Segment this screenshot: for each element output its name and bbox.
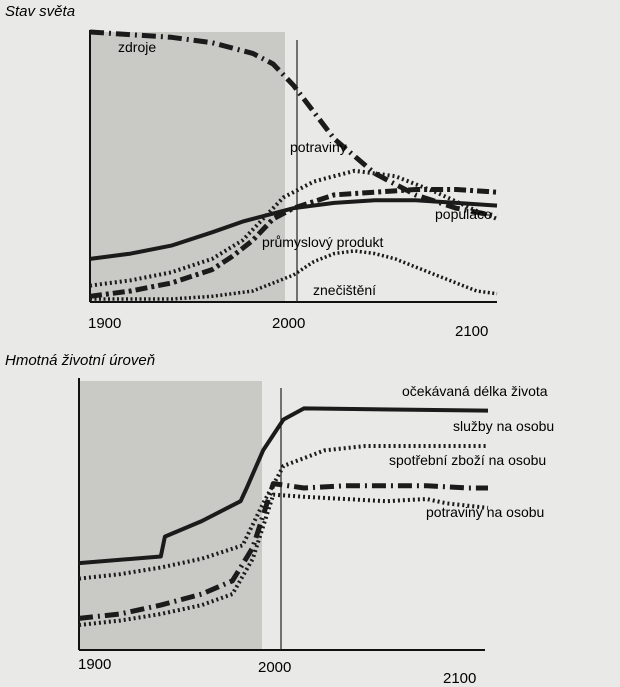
series-line — [89, 198, 498, 261]
x-tick-label: 2000 — [258, 659, 291, 676]
x-tick-label: 2100 — [455, 323, 488, 340]
x-tick-label: 1900 — [78, 656, 111, 673]
series-label: průmyslový produkt — [262, 234, 383, 250]
series-line — [89, 29, 498, 219]
series-line — [89, 168, 498, 288]
series-label: znečištění — [313, 282, 376, 298]
series-label: spotřební zboží na osobu — [389, 452, 546, 468]
series-label: služby na osobu — [453, 418, 554, 434]
series-line — [78, 406, 489, 566]
series-label: očekávaná délka života — [402, 383, 548, 399]
x-tick-label: 2000 — [272, 315, 305, 332]
panel-title: Stav světa — [5, 3, 75, 20]
series-line — [90, 249, 498, 301]
panel-title: Hmotná životní úroveň — [5, 352, 155, 369]
series-label: populace — [435, 206, 492, 222]
series-line — [78, 492, 489, 627]
series-label: potraviny — [290, 139, 347, 155]
panel-stav-sveta: Stav světa 1900 2000 2100 zdroje potravi… — [5, 3, 498, 340]
shaded-past-region — [90, 32, 285, 302]
panel-hmotna-zivotni-uroven: Hmotná životní úroveň 1900 2000 2100 oče… — [5, 352, 554, 687]
series-group — [78, 406, 489, 627]
series-line — [89, 187, 498, 299]
series-label: potraviny na osobu — [426, 504, 544, 520]
series-line — [78, 481, 488, 621]
x-tick-label: 2100 — [443, 670, 476, 687]
x-tick-label: 1900 — [88, 315, 121, 332]
series-label: zdroje — [118, 39, 156, 55]
series-group — [89, 29, 498, 301]
shaded-past-region — [80, 381, 262, 649]
